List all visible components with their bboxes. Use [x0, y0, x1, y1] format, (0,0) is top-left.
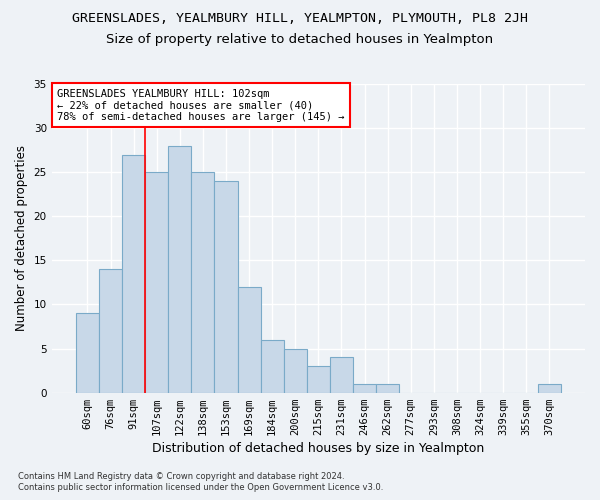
Bar — [353, 384, 376, 392]
Bar — [376, 384, 399, 392]
Y-axis label: Number of detached properties: Number of detached properties — [15, 146, 28, 332]
Bar — [191, 172, 214, 392]
Bar — [238, 287, 260, 393]
X-axis label: Distribution of detached houses by size in Yealmpton: Distribution of detached houses by size … — [152, 442, 484, 455]
Bar — [145, 172, 168, 392]
Bar — [168, 146, 191, 392]
Text: Contains HM Land Registry data © Crown copyright and database right 2024.: Contains HM Land Registry data © Crown c… — [18, 472, 344, 481]
Text: GREENSLADES, YEALMBURY HILL, YEALMPTON, PLYMOUTH, PL8 2JH: GREENSLADES, YEALMBURY HILL, YEALMPTON, … — [72, 12, 528, 26]
Bar — [260, 340, 284, 392]
Text: Contains public sector information licensed under the Open Government Licence v3: Contains public sector information licen… — [18, 484, 383, 492]
Bar — [330, 358, 353, 392]
Text: GREENSLADES YEALMBURY HILL: 102sqm
← 22% of detached houses are smaller (40)
78%: GREENSLADES YEALMBURY HILL: 102sqm ← 22%… — [57, 88, 344, 122]
Bar — [214, 181, 238, 392]
Bar — [284, 348, 307, 393]
Bar — [538, 384, 561, 392]
Bar — [99, 269, 122, 392]
Text: Size of property relative to detached houses in Yealmpton: Size of property relative to detached ho… — [106, 32, 494, 46]
Bar — [307, 366, 330, 392]
Bar — [122, 154, 145, 392]
Bar — [76, 314, 99, 392]
